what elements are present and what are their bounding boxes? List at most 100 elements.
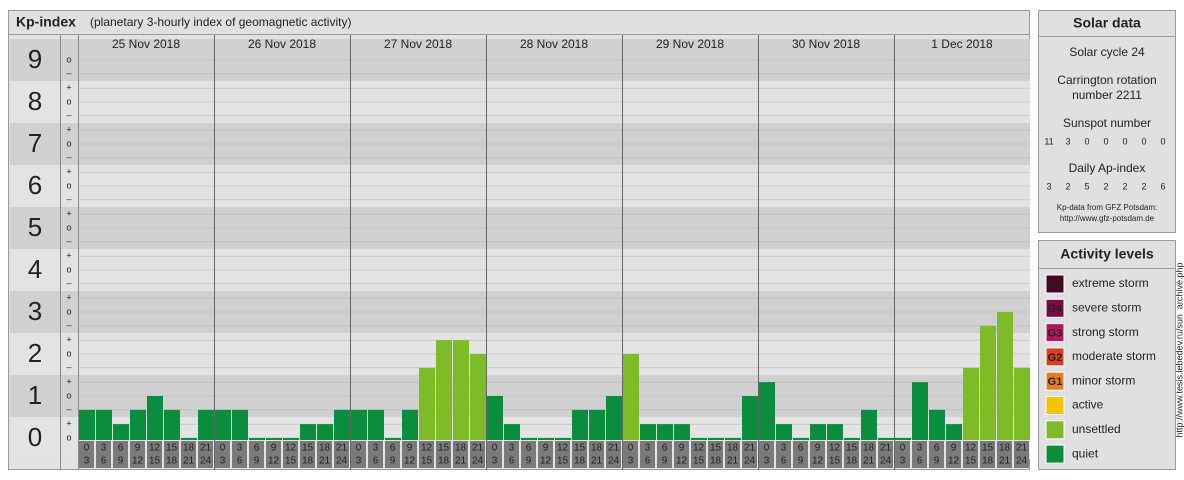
legend-swatch <box>1045 298 1065 318</box>
bar <box>283 438 299 440</box>
bar <box>725 438 741 440</box>
bar <box>861 409 877 440</box>
hour-box <box>215 441 230 468</box>
x-tick-label: 18 <box>982 456 994 467</box>
x-tick-label: 21 <box>727 456 739 467</box>
x-tick-label: 3 <box>764 456 770 467</box>
x-tick-label: 15 <box>982 443 994 454</box>
hour-box <box>96 441 111 468</box>
x-tick-label: 24 <box>200 456 212 467</box>
x-tick-label: 9 <box>934 456 940 467</box>
x-tick-label: 9 <box>271 443 277 454</box>
hour-box <box>946 441 961 468</box>
bar <box>623 354 639 440</box>
bar <box>589 409 605 440</box>
carrington: Carrington rotation <box>1057 73 1156 87</box>
legend-swatch <box>1045 444 1065 464</box>
hour-box <box>538 441 553 468</box>
x-tick-label: 0 <box>84 443 90 454</box>
bar <box>215 409 231 440</box>
minor-tick-label: – <box>66 152 71 162</box>
legend-badge: G4 <box>1048 303 1064 315</box>
bar <box>113 424 129 440</box>
minor-tick-label: – <box>66 362 71 372</box>
bar <box>946 424 962 440</box>
bar <box>640 424 656 440</box>
legend-swatch <box>1045 274 1065 294</box>
legend: G5 extreme storm G4 severe storm G3 strong st… <box>1045 274 1156 464</box>
bar <box>997 312 1013 440</box>
panel-title: Solar data <box>1073 15 1141 31</box>
x-tick-label: 15 <box>421 456 433 467</box>
legend-label: minor storm <box>1072 373 1135 387</box>
x-tick-label: 18 <box>574 456 586 467</box>
ap-value: 2 <box>1122 181 1127 191</box>
x-tick-label: 21 <box>880 443 892 454</box>
x-tick-label: 9 <box>254 456 260 467</box>
x-tick-label: 3 <box>645 443 651 454</box>
x-tick-label: 24 <box>880 456 892 467</box>
x-tick-label: 9 <box>390 456 396 467</box>
x-tick-label: 6 <box>118 443 124 454</box>
hour-box <box>385 441 400 468</box>
x-tick-label: 21 <box>608 443 620 454</box>
date-label: 30 Nov 2018 <box>792 37 860 51</box>
ap-value: 2 <box>1103 181 1108 191</box>
x-tick-label: 21 <box>183 456 195 467</box>
minor-tick-label: + <box>66 251 71 261</box>
x-tick-label: 9 <box>543 443 549 454</box>
hour-box <box>742 441 757 468</box>
x-tick-label: 18 <box>727 443 739 454</box>
bar <box>810 424 826 440</box>
x-tick-label: 9 <box>679 443 685 454</box>
hour-box <box>453 441 468 468</box>
minor-tick-label: o <box>66 180 71 190</box>
minor-tick-label: – <box>66 110 71 120</box>
sunspot-value: 0 <box>1122 136 1127 146</box>
bar <box>878 438 894 440</box>
x-tick-label: 3 <box>492 456 498 467</box>
x-tick-label: 6 <box>917 456 923 467</box>
hour-box <box>589 441 604 468</box>
hour-box <box>402 441 417 468</box>
bar <box>844 438 860 440</box>
hour-box <box>181 441 196 468</box>
hour-box <box>708 441 723 468</box>
bar <box>181 438 197 440</box>
minor-tick-label: + <box>66 419 71 429</box>
x-tick-label: 9 <box>526 456 532 467</box>
y-tick-label: 4 <box>28 254 42 284</box>
x-tick-label: 18 <box>455 443 467 454</box>
panel-title: Activity levels <box>1060 246 1154 262</box>
x-tick-label: 15 <box>166 443 178 454</box>
x-tick-label: 3 <box>628 456 634 467</box>
bar <box>249 438 265 440</box>
hour-box <box>283 441 298 468</box>
x-tick-label: 15 <box>438 443 450 454</box>
legend-swatch <box>1045 420 1065 440</box>
hour-box <box>640 441 655 468</box>
hour-box <box>929 441 944 468</box>
minor-tick-label: + <box>66 125 71 135</box>
hour-box <box>317 441 332 468</box>
x-tick-label: 15 <box>846 443 858 454</box>
source: Kp-data from GFZ Potsdam: <box>1057 203 1157 212</box>
bar <box>895 438 911 440</box>
x-tick-label: 21 <box>336 443 348 454</box>
y-tick-label: 1 <box>28 380 42 410</box>
minor-tick-label: + <box>66 293 71 303</box>
x-tick-label: 18 <box>846 456 858 467</box>
hour-box <box>555 441 570 468</box>
bar <box>759 382 775 440</box>
bar <box>963 367 979 440</box>
hour-box <box>232 441 247 468</box>
sunspot-value: 3 <box>1065 136 1070 146</box>
x-tick-label: 21 <box>863 456 875 467</box>
x-tick-label: 24 <box>336 456 348 467</box>
x-tick-label: 12 <box>421 443 433 454</box>
x-tick-label: 15 <box>693 456 705 467</box>
x-tick-label: 9 <box>951 443 957 454</box>
x-tick-label: 21 <box>999 456 1011 467</box>
y-tick-label: 3 <box>28 296 42 326</box>
